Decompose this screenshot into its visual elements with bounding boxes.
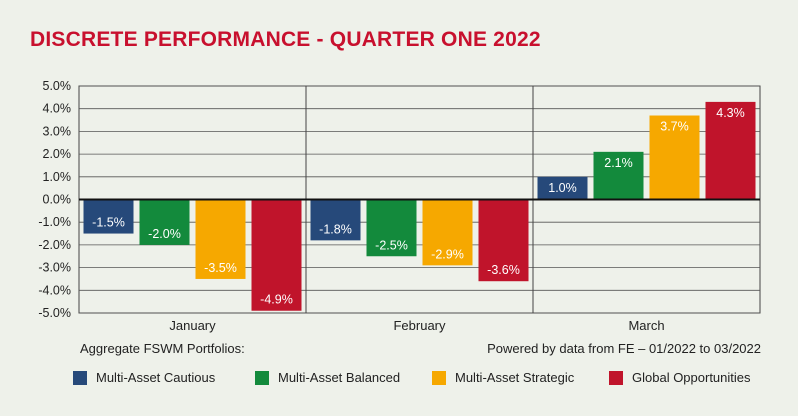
bar-value-label: 1.0% <box>548 181 577 195</box>
bar <box>195 199 246 279</box>
y-tick-label: 0.0% <box>43 193 72 207</box>
legend-item: Global Opportunities <box>609 370 751 385</box>
y-tick-label: 4.0% <box>43 102 72 116</box>
legend-swatch <box>255 370 269 385</box>
x-category-label: February <box>393 318 446 333</box>
bar <box>478 199 529 282</box>
chart-legend: Multi-Asset Cautious Multi-Asset Balance… <box>73 370 773 390</box>
bar <box>649 115 700 200</box>
x-category-label: March <box>628 318 664 333</box>
bar-value-label: 3.7% <box>660 120 689 134</box>
bar <box>422 199 473 266</box>
y-tick-label: -5.0% <box>38 306 71 320</box>
y-tick-label: 5.0% <box>43 79 72 93</box>
bar-value-label: -2.0% <box>148 227 181 241</box>
y-tick-label: -2.0% <box>38 238 71 252</box>
legend-swatch <box>432 370 446 385</box>
y-tick-label: 1.0% <box>43 170 72 184</box>
bar <box>310 199 361 241</box>
footer-source-note: Powered by data from FE – 01/2022 to 03/… <box>487 341 761 356</box>
bar-value-label: 4.3% <box>716 106 745 120</box>
legend-label: Multi-Asset Balanced <box>278 370 401 385</box>
bar <box>139 199 190 245</box>
y-tick-label: 2.0% <box>43 147 72 161</box>
bar <box>705 101 756 200</box>
footer-portfolios-label: Aggregate FSWM Portfolios: <box>80 341 245 356</box>
bar <box>366 199 417 257</box>
y-tick-label: -1.0% <box>38 215 71 229</box>
legend-swatch <box>73 370 87 385</box>
bar <box>593 151 644 200</box>
x-category-label: January <box>169 318 216 333</box>
legend-item: Multi-Asset Strategic <box>432 370 574 385</box>
bar <box>537 176 588 200</box>
legend-label: Multi-Asset Cautious <box>96 370 216 385</box>
bar-value-label: -3.5% <box>204 261 237 275</box>
legend-item: Multi-Asset Cautious <box>73 370 215 385</box>
chart-title: DISCRETE PERFORMANCE - QUARTER ONE 2022 <box>30 28 541 51</box>
y-tick-label: -4.0% <box>38 283 71 297</box>
legend-label: Multi-Asset Strategic <box>455 370 575 385</box>
bar-value-label: -1.5% <box>92 216 125 230</box>
legend-label: Global Opportunities <box>632 370 751 385</box>
bar-value-label: -3.6% <box>487 263 520 277</box>
y-tick-label: -3.0% <box>38 261 71 275</box>
legend-item: Multi-Asset Balanced <box>255 370 400 385</box>
bar-value-label: -2.9% <box>431 247 464 261</box>
bar-value-label: -2.5% <box>375 238 408 252</box>
bar-value-label: 2.1% <box>604 156 633 170</box>
legend-swatch <box>609 370 623 385</box>
bar-value-label: -4.9% <box>260 293 293 307</box>
bar-value-label: -1.8% <box>319 222 352 236</box>
bar <box>83 199 134 234</box>
y-tick-label: 3.0% <box>43 124 72 138</box>
bar <box>251 199 302 311</box>
